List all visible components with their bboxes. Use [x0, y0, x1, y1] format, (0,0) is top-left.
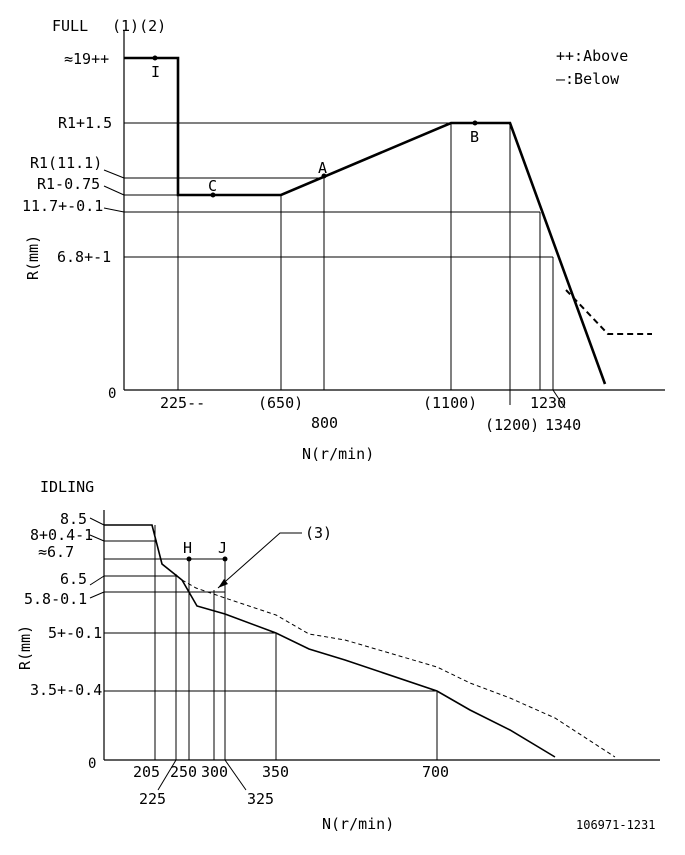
ix-label-300: 300: [201, 763, 228, 781]
x-label-1340: 1340: [545, 416, 581, 434]
iy-label-85: 8.5: [60, 510, 87, 528]
x-label-1200: (1200): [485, 416, 539, 434]
point-h-label: H: [183, 539, 192, 557]
idling-x-axis-label: N(r/min): [322, 815, 394, 833]
leader-1340: [552, 389, 566, 409]
point-j-label: J: [218, 539, 227, 557]
legend-below: —:Below: [556, 70, 620, 88]
y-label-r1-minus: R1-0.75: [37, 175, 100, 193]
full-curve-below: [124, 56, 607, 385]
ix-label-205: 205: [133, 763, 160, 781]
y-label-r1-plus: R1+1.5: [58, 114, 112, 132]
x-label-1100: (1100): [423, 394, 477, 412]
x-label-1230: 1230: [530, 394, 566, 412]
point-j-marker: [222, 556, 228, 562]
point-b-marker: [472, 120, 478, 126]
leader-225-idle: [157, 759, 177, 791]
leader-r1: [103, 169, 125, 179]
leader-65: [89, 575, 105, 586]
point-h-marker: [186, 556, 192, 562]
ix-label-700: 700: [422, 763, 449, 781]
leader-325-idle: [224, 759, 247, 791]
x-label-800: 800: [311, 414, 338, 432]
iy-label-65: 6.5: [60, 570, 87, 588]
iy-label-8: 8+0.4-1: [30, 526, 93, 544]
drawing-id: 106971-1231: [576, 818, 655, 832]
point-b-label: B: [470, 128, 479, 146]
full-x-axis-label: N(r/min): [302, 445, 374, 463]
y-label-68: 6.8+-1: [57, 248, 111, 266]
y-label-117: 11.7+-0.1: [22, 197, 103, 215]
callout-arrowhead: [218, 579, 228, 588]
legend-above: ++:Above: [556, 47, 628, 65]
full-title: FULL: [52, 17, 88, 35]
full-y-axis-label: R(mm): [24, 235, 42, 280]
idling-y-axis-label: R(mm): [16, 625, 34, 670]
point-a-marker: [321, 173, 327, 179]
leader-r1-minus: [103, 185, 125, 196]
point-i-marker: [152, 55, 158, 61]
leader-58: [89, 591, 105, 599]
idling-title: IDLING: [40, 478, 94, 496]
ix-label-325: 325: [247, 790, 274, 808]
iy-label-58: 5.8-0.1: [24, 590, 87, 608]
idling-origin: 0: [88, 756, 96, 772]
leader-85: [89, 517, 105, 526]
leader-117: [103, 207, 125, 213]
idling-curve-above: [181, 579, 616, 758]
callout-leader: [217, 532, 302, 589]
full-origin: 0: [108, 386, 116, 402]
full-note: (1)(2): [112, 17, 166, 35]
idling-chart: IDLING 0 R(mm) H J: [16, 478, 660, 833]
idling-curve-below: [104, 524, 556, 758]
iy-label-5: 5+-0.1: [48, 624, 102, 642]
iy-label-67: ≈6.7: [38, 543, 74, 561]
ix-label-250: 250: [170, 763, 197, 781]
x-label-225: 225--: [160, 394, 205, 412]
ix-label-350: 350: [262, 763, 289, 781]
iy-label-35: 3.5+-0.4: [30, 681, 102, 699]
ix-label-225: 225: [139, 790, 166, 808]
x-label-650: (650): [258, 394, 303, 412]
point-a-label: A: [318, 159, 327, 177]
leader-8: [89, 534, 105, 542]
full-curve-above: [565, 289, 652, 335]
point-c-label: C: [208, 177, 217, 195]
point-c-marker: [210, 192, 216, 198]
y-label-top: ≈19++: [64, 50, 109, 68]
callout-label: (3): [305, 524, 332, 542]
y-label-r1: R1(11.1): [30, 154, 102, 172]
point-i-label: I: [151, 63, 160, 81]
full-chart: FULL (1)(2) ++:Above —:Below 0 R(mm): [22, 17, 665, 463]
